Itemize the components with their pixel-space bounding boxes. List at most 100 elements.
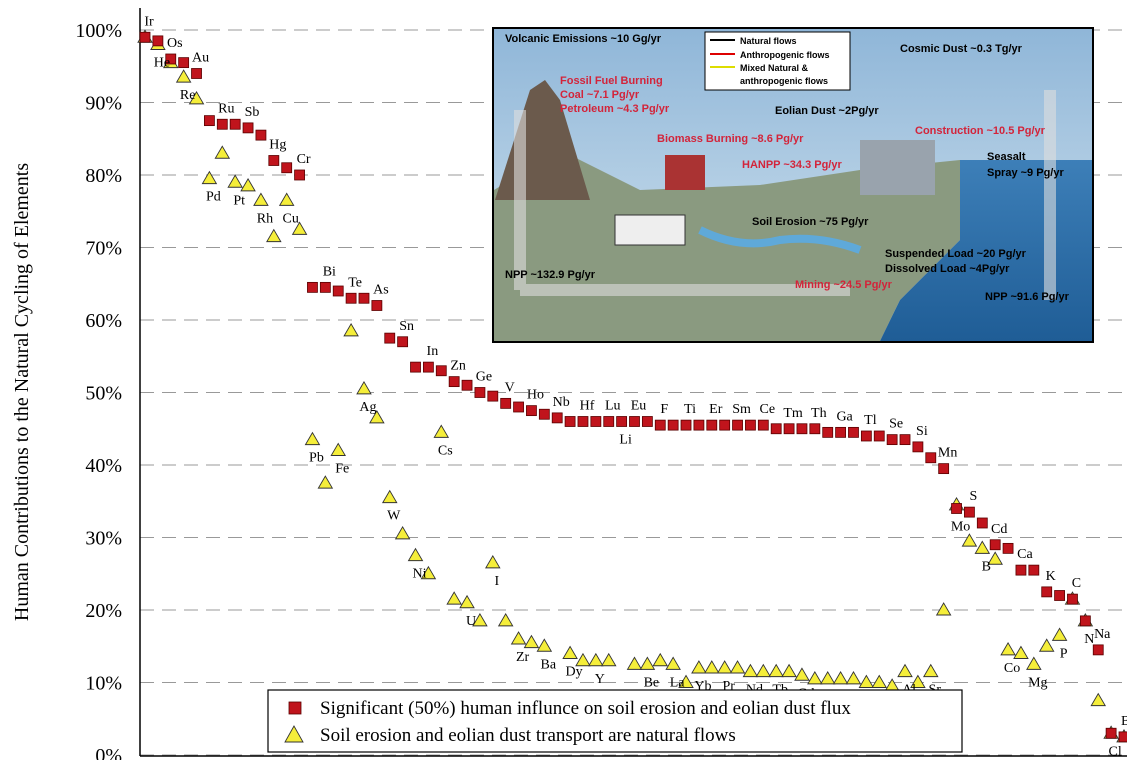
element-label: Ho [527, 388, 544, 403]
inset-label: Eolian Dust ~2Pg/yr [775, 105, 879, 117]
point [910, 674, 926, 688]
point [783, 423, 795, 435]
y-tick-label: 100% [75, 20, 122, 42]
element-label: F [660, 402, 668, 417]
point [1118, 731, 1127, 743]
element-label: Bi [323, 264, 336, 279]
inset-label: Fossil Fuel Burning [560, 75, 663, 87]
point [706, 419, 718, 431]
point [216, 118, 228, 130]
y-tick-label: 10% [85, 673, 122, 695]
point [757, 419, 769, 431]
element-label: Hf [580, 399, 595, 414]
point [704, 660, 720, 674]
element-label: S [970, 489, 978, 504]
point [461, 379, 473, 391]
point [204, 115, 215, 127]
point [987, 551, 1003, 565]
point [381, 489, 398, 504]
element-label: Mg [1028, 675, 1047, 690]
inset-label: Mining ~24.5 Pg/yr [795, 279, 893, 291]
inset-label: Anthropogenic flows [740, 50, 830, 60]
element-label: Be [644, 675, 660, 690]
point [343, 322, 359, 337]
element-label: La [670, 675, 686, 690]
point [214, 145, 231, 159]
point [358, 292, 370, 304]
point [654, 419, 666, 431]
point [319, 281, 331, 293]
point [1067, 593, 1078, 605]
point [175, 69, 192, 83]
inset-label: NPP ~91.6 Pg/yr [985, 291, 1070, 303]
point [536, 638, 553, 652]
point [667, 419, 679, 431]
inset-label: Volcanic Emissions ~10 Gg/yr [505, 33, 662, 45]
point [278, 192, 295, 206]
element-label: Pt [233, 193, 245, 208]
y-tick-label: 20% [85, 600, 122, 622]
element-label: Ce [760, 402, 776, 417]
point [165, 53, 177, 65]
element-label: Ti [684, 402, 696, 417]
point [332, 285, 344, 297]
point [227, 174, 243, 188]
point [819, 670, 836, 685]
point [253, 192, 269, 206]
point [513, 401, 524, 413]
point [897, 663, 913, 678]
legend-box [267, 689, 963, 753]
point [873, 430, 885, 442]
point [294, 169, 305, 181]
point [665, 656, 681, 670]
element-label: Si [916, 424, 928, 439]
element-label: Au [192, 51, 209, 66]
point [922, 663, 939, 678]
element-label: Er [709, 402, 723, 417]
point [1079, 615, 1091, 627]
point [422, 361, 434, 373]
element-label: Ca [1017, 547, 1033, 562]
point [732, 419, 743, 431]
point [678, 674, 694, 688]
inset-label: NPP ~132.9 Pg/yr [505, 269, 596, 281]
y-tick-label: 60% [85, 310, 122, 332]
legend-label: Significant (50%) human influnce on soil… [320, 698, 851, 719]
element-label: V [505, 380, 515, 395]
element-label: Tm [783, 406, 803, 421]
element-label: Ba [541, 657, 557, 672]
point [384, 332, 396, 344]
point [407, 547, 424, 562]
element-label: W [387, 509, 401, 524]
point [964, 506, 975, 518]
element-label: Ag [359, 400, 376, 415]
point [500, 397, 512, 409]
point [577, 416, 589, 427]
inset-label: Natural flows [740, 36, 797, 46]
element-label: Sn [399, 319, 414, 334]
inset-legend [704, 31, 851, 91]
point [410, 361, 421, 373]
element-label: Co [1004, 661, 1020, 676]
element-label: Nb [553, 395, 570, 410]
element-label: Mn [938, 446, 957, 461]
element-label: As [373, 283, 389, 298]
inset-label: Biomass Burning ~8.6 Pg/yr [657, 133, 804, 145]
point [809, 423, 821, 435]
point [590, 416, 602, 427]
point [925, 452, 937, 464]
point [229, 118, 241, 130]
inset-diagram: Volcanic Emissions ~10 Gg/yr Natural flow… [492, 27, 1094, 343]
point [304, 431, 321, 446]
point [652, 652, 669, 667]
point [564, 416, 576, 427]
element-label: Cs [438, 443, 453, 458]
element-label: Th [811, 406, 827, 421]
point [639, 656, 656, 670]
element-label: Zn [450, 359, 466, 374]
element-label: Mo [951, 520, 970, 535]
point [641, 416, 653, 427]
point [935, 602, 952, 616]
point [1038, 638, 1055, 652]
point [551, 412, 563, 424]
